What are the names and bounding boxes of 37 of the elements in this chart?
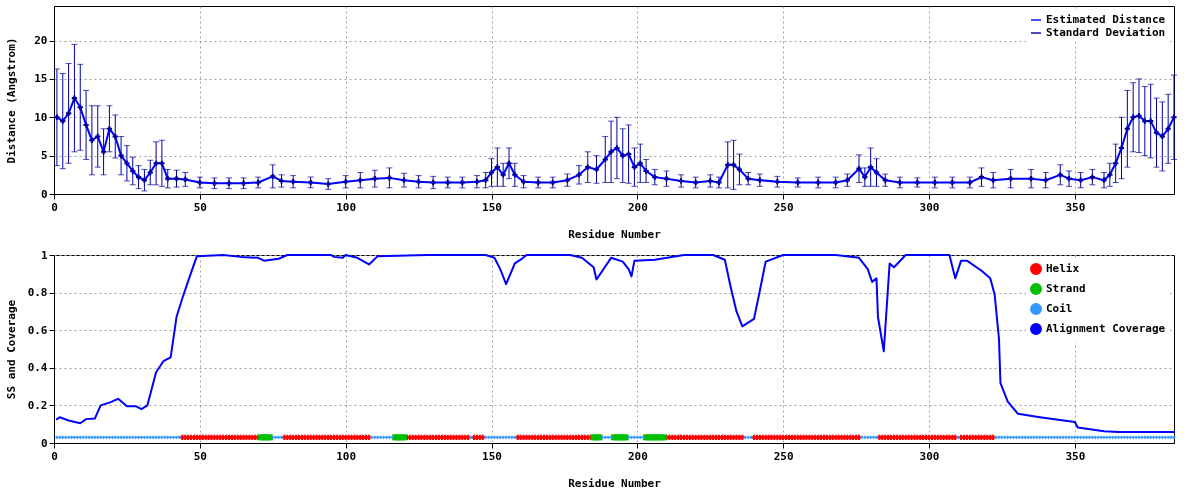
y-tick-label: 10 bbox=[34, 110, 48, 124]
x-tick-label: 150 bbox=[482, 449, 502, 463]
y-tick-label: 5 bbox=[40, 149, 48, 163]
y-tick-label: 0.2 bbox=[27, 398, 48, 412]
y-tick-label: 0 bbox=[40, 187, 48, 201]
y-tick-label: 1 bbox=[40, 248, 48, 262]
x-tick-label: 350 bbox=[1065, 200, 1086, 214]
x-tick-label: 0 bbox=[51, 449, 58, 463]
x-tick-label: 150 bbox=[482, 200, 502, 214]
y-axis-title: Distance (Angstrom) bbox=[4, 37, 18, 164]
y-tick-label: 0.4 bbox=[27, 361, 48, 375]
legend-label: Standard Deviation bbox=[1046, 26, 1166, 39]
legend-label: Coil bbox=[1046, 302, 1073, 315]
x-axis-title: Residue Number bbox=[568, 227, 662, 241]
y-tick-label: 20 bbox=[34, 34, 48, 48]
y-tick-label: 0.8 bbox=[27, 286, 48, 300]
x-tick-label: 350 bbox=[1065, 449, 1086, 463]
x-tick-label: 50 bbox=[193, 200, 207, 214]
x-axis-title: Residue Number bbox=[568, 476, 662, 490]
x-tick-label: 200 bbox=[627, 200, 648, 214]
legend-label: Estimated Distance bbox=[1046, 13, 1166, 26]
y-tick-label: 0 bbox=[40, 436, 48, 450]
x-tick-label: 300 bbox=[919, 449, 940, 463]
y-tick-label: 0.6 bbox=[27, 323, 48, 337]
x-tick-label: 50 bbox=[193, 449, 207, 463]
legend-label: Helix bbox=[1046, 262, 1080, 275]
legend-label: Alignment Coverage bbox=[1046, 322, 1166, 335]
y-axis-title: SS and Coverage bbox=[4, 299, 18, 400]
y-tick-label: 15 bbox=[34, 72, 48, 86]
x-tick-label: 300 bbox=[919, 200, 940, 214]
x-tick-label: 100 bbox=[336, 200, 357, 214]
x-tick-label: 250 bbox=[773, 200, 794, 214]
x-tick-label: 200 bbox=[627, 449, 648, 463]
x-tick-label: 0 bbox=[51, 200, 58, 214]
legend-label: Strand bbox=[1046, 282, 1086, 295]
x-tick-label: 250 bbox=[773, 449, 794, 463]
x-tick-label: 100 bbox=[336, 449, 357, 463]
